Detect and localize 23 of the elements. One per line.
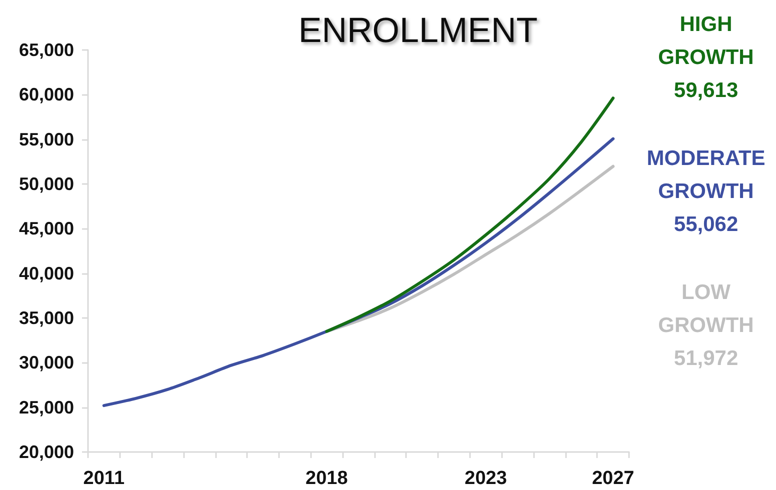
y-tick-label: 35,000 — [18, 308, 74, 328]
y-tick-label: 30,000 — [18, 352, 74, 373]
line-series — [102, 137, 615, 408]
line-series — [325, 96, 615, 333]
y-tick-label: 55,000 — [18, 129, 74, 150]
x-tick-label: 2027 — [592, 468, 634, 489]
y-tick-label: 65,000 — [18, 40, 74, 60]
y-tick-label: 20,000 — [18, 442, 74, 462]
x-tick-label: 2023 — [464, 468, 507, 489]
x-tick-label: 2018 — [306, 468, 348, 489]
chart-title: ENROLLMENT — [298, 11, 538, 50]
y-tick-label: 25,000 — [18, 397, 74, 418]
text: LOW GROWTH — [658, 281, 754, 337]
text: HIGH GROWTH — [658, 13, 754, 69]
y-tick-label: 40,000 — [18, 263, 74, 284]
y-tick-label: 60,000 — [18, 84, 74, 105]
x-tick-label: 2011 — [83, 468, 125, 489]
text: 51,972 — [674, 347, 738, 370]
y-tick-label: 45,000 — [18, 218, 74, 239]
y-tick-label: 50,000 — [18, 174, 74, 194]
text: 55,062 — [674, 213, 738, 236]
text: 59,613 — [674, 79, 738, 102]
series-label: MODERATE GROWTH — [646, 147, 766, 203]
